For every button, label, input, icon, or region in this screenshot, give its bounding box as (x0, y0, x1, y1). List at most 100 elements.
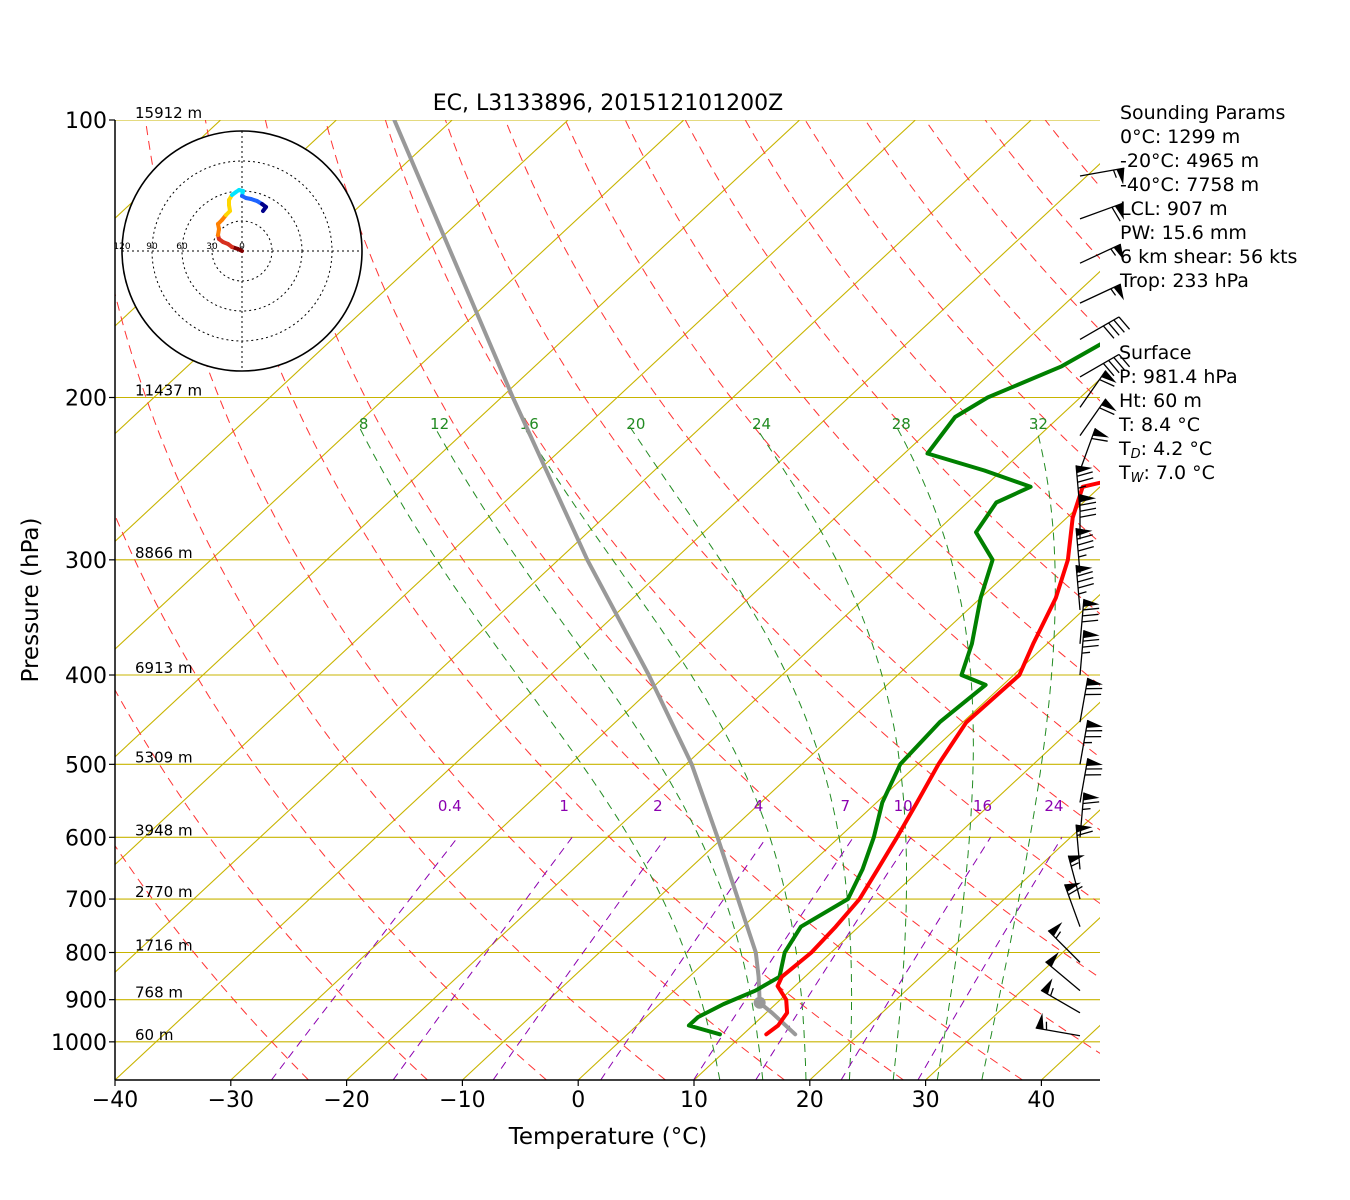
mixing-ratio-label: 0.4 (438, 797, 462, 815)
wind-barb (1079, 677, 1103, 723)
height-label: 6913 m (135, 659, 193, 677)
isotherm-line (577, 593, 1100, 1080)
minus20-level: -20°C: 4965 m (1120, 150, 1260, 172)
height-label: 5309 m (135, 748, 193, 766)
wind-barb (1067, 855, 1085, 900)
hodograph-ring-label: 120 (113, 242, 130, 252)
dewpoint-subscript: D (1130, 447, 1141, 462)
chart-title: EC, L3133896, 201512101200Z (433, 91, 784, 116)
height-label: 8866 m (135, 544, 193, 562)
x-tick-label: 0 (571, 1088, 585, 1113)
dewpoint-trace (686, 342, 1100, 1037)
moist-adiabat-label: 12 (430, 415, 449, 433)
mixing-ratio-line (600, 837, 768, 1080)
x-tick-label: −10 (439, 1088, 485, 1113)
wind-barb (1075, 465, 1094, 511)
dry-adiabat-line (624, 120, 1100, 686)
tropopause: Trop: 233 hPa (1120, 270, 1249, 292)
mixing-ratio-line (917, 837, 1063, 1080)
mixing-ratio-line (271, 836, 459, 1080)
dry-adiabat-line (1345, 120, 1350, 1080)
height-label: 1716 m (135, 937, 193, 955)
wind-barb (1079, 167, 1125, 185)
freezing-level: 0°C: 1299 m (1120, 126, 1241, 148)
isotherm-line (115, 120, 685, 650)
dry-adiabat-line (684, 120, 1100, 615)
wind-barb (1079, 283, 1124, 304)
height-label: 15912 m (135, 104, 202, 122)
surface-height: Ht: 60 m (1119, 390, 1202, 412)
isotherm-line (230, 270, 1100, 1080)
height-label: 11437 m (135, 382, 202, 400)
dry-adiabat-line (115, 844, 309, 1080)
hodograph-ring-label: 0 (239, 242, 245, 252)
wetbulb-symbol: T (1119, 462, 1131, 484)
wind-barb (1079, 630, 1100, 676)
moist-adiabat-line (433, 426, 764, 1080)
moist-adiabat-line (981, 426, 1056, 1080)
wind-barb (1079, 202, 1124, 222)
x-tick-label: −20 (323, 1088, 369, 1113)
mixing-ratio-line (392, 837, 573, 1080)
dewpoint-symbol: T (1119, 438, 1131, 460)
isotherm-line (115, 162, 1100, 1080)
surface-wetbulb: TW: 7.0 °C (1119, 461, 1238, 486)
mixing-ratio-label: 16 (973, 797, 992, 815)
surface-panel: Surface P: 981.4 hPa Ht: 60 m T: 8.4 °C … (1119, 341, 1238, 486)
lcl-height: LCL: 907 m (1120, 198, 1228, 220)
mixing-ratio-line (492, 837, 667, 1080)
moist-adiabat-line (895, 426, 974, 1080)
x-tick-label: 40 (1027, 1088, 1055, 1113)
parcel-trace (392, 120, 798, 1037)
isotherm-line (115, 120, 916, 866)
mixing-ratio-label: 4 (754, 797, 764, 815)
wind-barb (1079, 758, 1103, 803)
hodograph-ring-label: 60 (176, 242, 188, 252)
moist-adiabat-label: 8 (359, 415, 369, 433)
moist-adiabat-line (629, 426, 853, 1080)
params-title: Sounding Params (1120, 102, 1286, 124)
y-tick-label: 200 (65, 387, 107, 412)
height-label: 60 m (135, 1026, 173, 1044)
temperature-trace (764, 480, 1100, 1037)
y-tick-label: 800 (65, 942, 107, 967)
mixing-ratio-line (840, 837, 992, 1080)
moist-adiabat-label: 32 (1029, 415, 1048, 433)
dry-adiabat-line (864, 120, 1100, 402)
hodograph-ring-label: 90 (146, 242, 158, 252)
y-tick-label: 400 (65, 664, 107, 689)
x-tick-label: −30 (208, 1088, 254, 1113)
wind-barb (1035, 1012, 1081, 1037)
wind-barb (1079, 792, 1100, 838)
moist-adiabat-line (523, 426, 807, 1080)
wind-barb (1079, 370, 1117, 408)
moist-adiabat-line (754, 426, 907, 1080)
minus40-level: -40°C: 7758 m (1120, 174, 1260, 196)
dry-adiabat-line (115, 514, 547, 1080)
lcl-marker (753, 996, 766, 1009)
wetbulb-subscript: W (1130, 471, 1144, 486)
x-tick-label: 30 (912, 1088, 940, 1113)
moist-adiabat-line (358, 426, 721, 1080)
wind-barb (1047, 922, 1081, 963)
surface-pressure: P: 981.4 hPa (1119, 366, 1238, 388)
mixing-ratio-label: 1 (559, 797, 569, 815)
wind-barb (1079, 598, 1100, 644)
isotherm-line (925, 917, 1100, 1080)
wind-barb (1079, 243, 1124, 264)
mixing-ratio-label: 24 (1044, 797, 1063, 815)
dry-adiabat-line (384, 120, 1100, 979)
moist-adiabat-label: 24 (752, 415, 771, 433)
hodograph-segment (261, 205, 268, 213)
dry-adiabat-line (504, 120, 1100, 831)
moist-adiabat-label: 28 (892, 415, 911, 433)
height-label: 2770 m (135, 883, 193, 901)
wind-barb (1075, 824, 1093, 870)
mixing-ratio-line (693, 837, 854, 1080)
x-tick-label: 10 (680, 1088, 708, 1113)
mixing-ratio-line (755, 837, 912, 1080)
height-label: 768 m (135, 984, 183, 1002)
wind-barb (1079, 353, 1131, 378)
y-tick-label: 1000 (51, 1031, 107, 1056)
